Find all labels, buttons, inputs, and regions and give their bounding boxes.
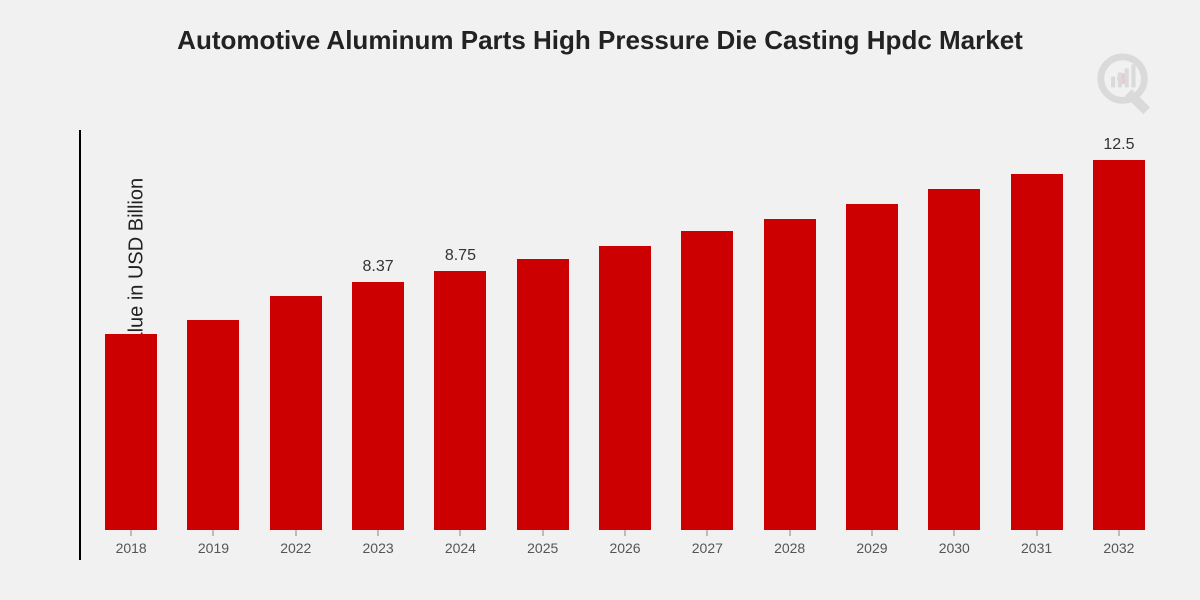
x-axis-label: 2025 (502, 540, 584, 556)
x-tick (871, 530, 872, 536)
x-axis-label: 2022 (255, 540, 337, 556)
x-axis-label: 2023 (337, 540, 419, 556)
x-axis-label: 2028 (749, 540, 831, 556)
x-axis-area: 2018201920222023202420252026202720282029… (80, 530, 1170, 570)
x-axis-label: 2024 (419, 540, 501, 556)
bar (928, 189, 980, 530)
x-tick (460, 530, 461, 536)
x-axis-label: 2029 (831, 540, 913, 556)
bar (517, 259, 569, 530)
x-tick (1036, 530, 1037, 536)
bar-group (749, 130, 831, 530)
bar-value-label: 8.37 (363, 258, 394, 276)
x-axis-label: 2026 (584, 540, 666, 556)
bar (846, 204, 898, 530)
x-axis-label: 2027 (666, 540, 748, 556)
x-tick (954, 530, 955, 536)
x-tick (707, 530, 708, 536)
bars-wrapper: 8.37 8.75 12.5 (80, 130, 1170, 530)
bar-group (255, 130, 337, 530)
x-tick (131, 530, 132, 536)
bar (105, 334, 157, 530)
bar-group (831, 130, 913, 530)
bar-group: 12.5 (1078, 130, 1160, 530)
x-tick (625, 530, 626, 536)
bar-group (172, 130, 254, 530)
x-axis-label: 2018 (90, 540, 172, 556)
bar-group: 8.75 (419, 130, 501, 530)
bar-group (584, 130, 666, 530)
x-axis-label: 2032 (1078, 540, 1160, 556)
x-tick (378, 530, 379, 536)
bar-group: 8.37 (337, 130, 419, 530)
bar (187, 320, 239, 530)
x-tick (1118, 530, 1119, 536)
bar (1011, 174, 1063, 530)
bar-value-label: 12.5 (1103, 136, 1134, 154)
chart-container: Automotive Aluminum Parts High Pressure … (0, 0, 1200, 600)
x-tick (295, 530, 296, 536)
bar-group (995, 130, 1077, 530)
x-labels-row: 2018201920222023202420252026202720282029… (80, 540, 1170, 556)
bar-group (666, 130, 748, 530)
bar-value-label: 8.75 (445, 247, 476, 265)
x-tick (213, 530, 214, 536)
watermark-logo (1092, 48, 1160, 116)
plot-area: 8.37 8.75 12.5 (80, 130, 1170, 530)
bar (599, 246, 651, 530)
x-axis-label: 2030 (913, 540, 995, 556)
bar (1093, 160, 1145, 530)
bar (270, 296, 322, 530)
bar (434, 271, 486, 530)
bar (764, 219, 816, 530)
bar-group (913, 130, 995, 530)
x-axis-label: 2019 (172, 540, 254, 556)
chart-title: Automotive Aluminum Parts High Pressure … (0, 0, 1200, 66)
x-tick (789, 530, 790, 536)
x-tick (542, 530, 543, 536)
bar-group (90, 130, 172, 530)
bar (352, 282, 404, 530)
bar (681, 231, 733, 530)
bar-group (502, 130, 584, 530)
x-axis-label: 2031 (995, 540, 1077, 556)
